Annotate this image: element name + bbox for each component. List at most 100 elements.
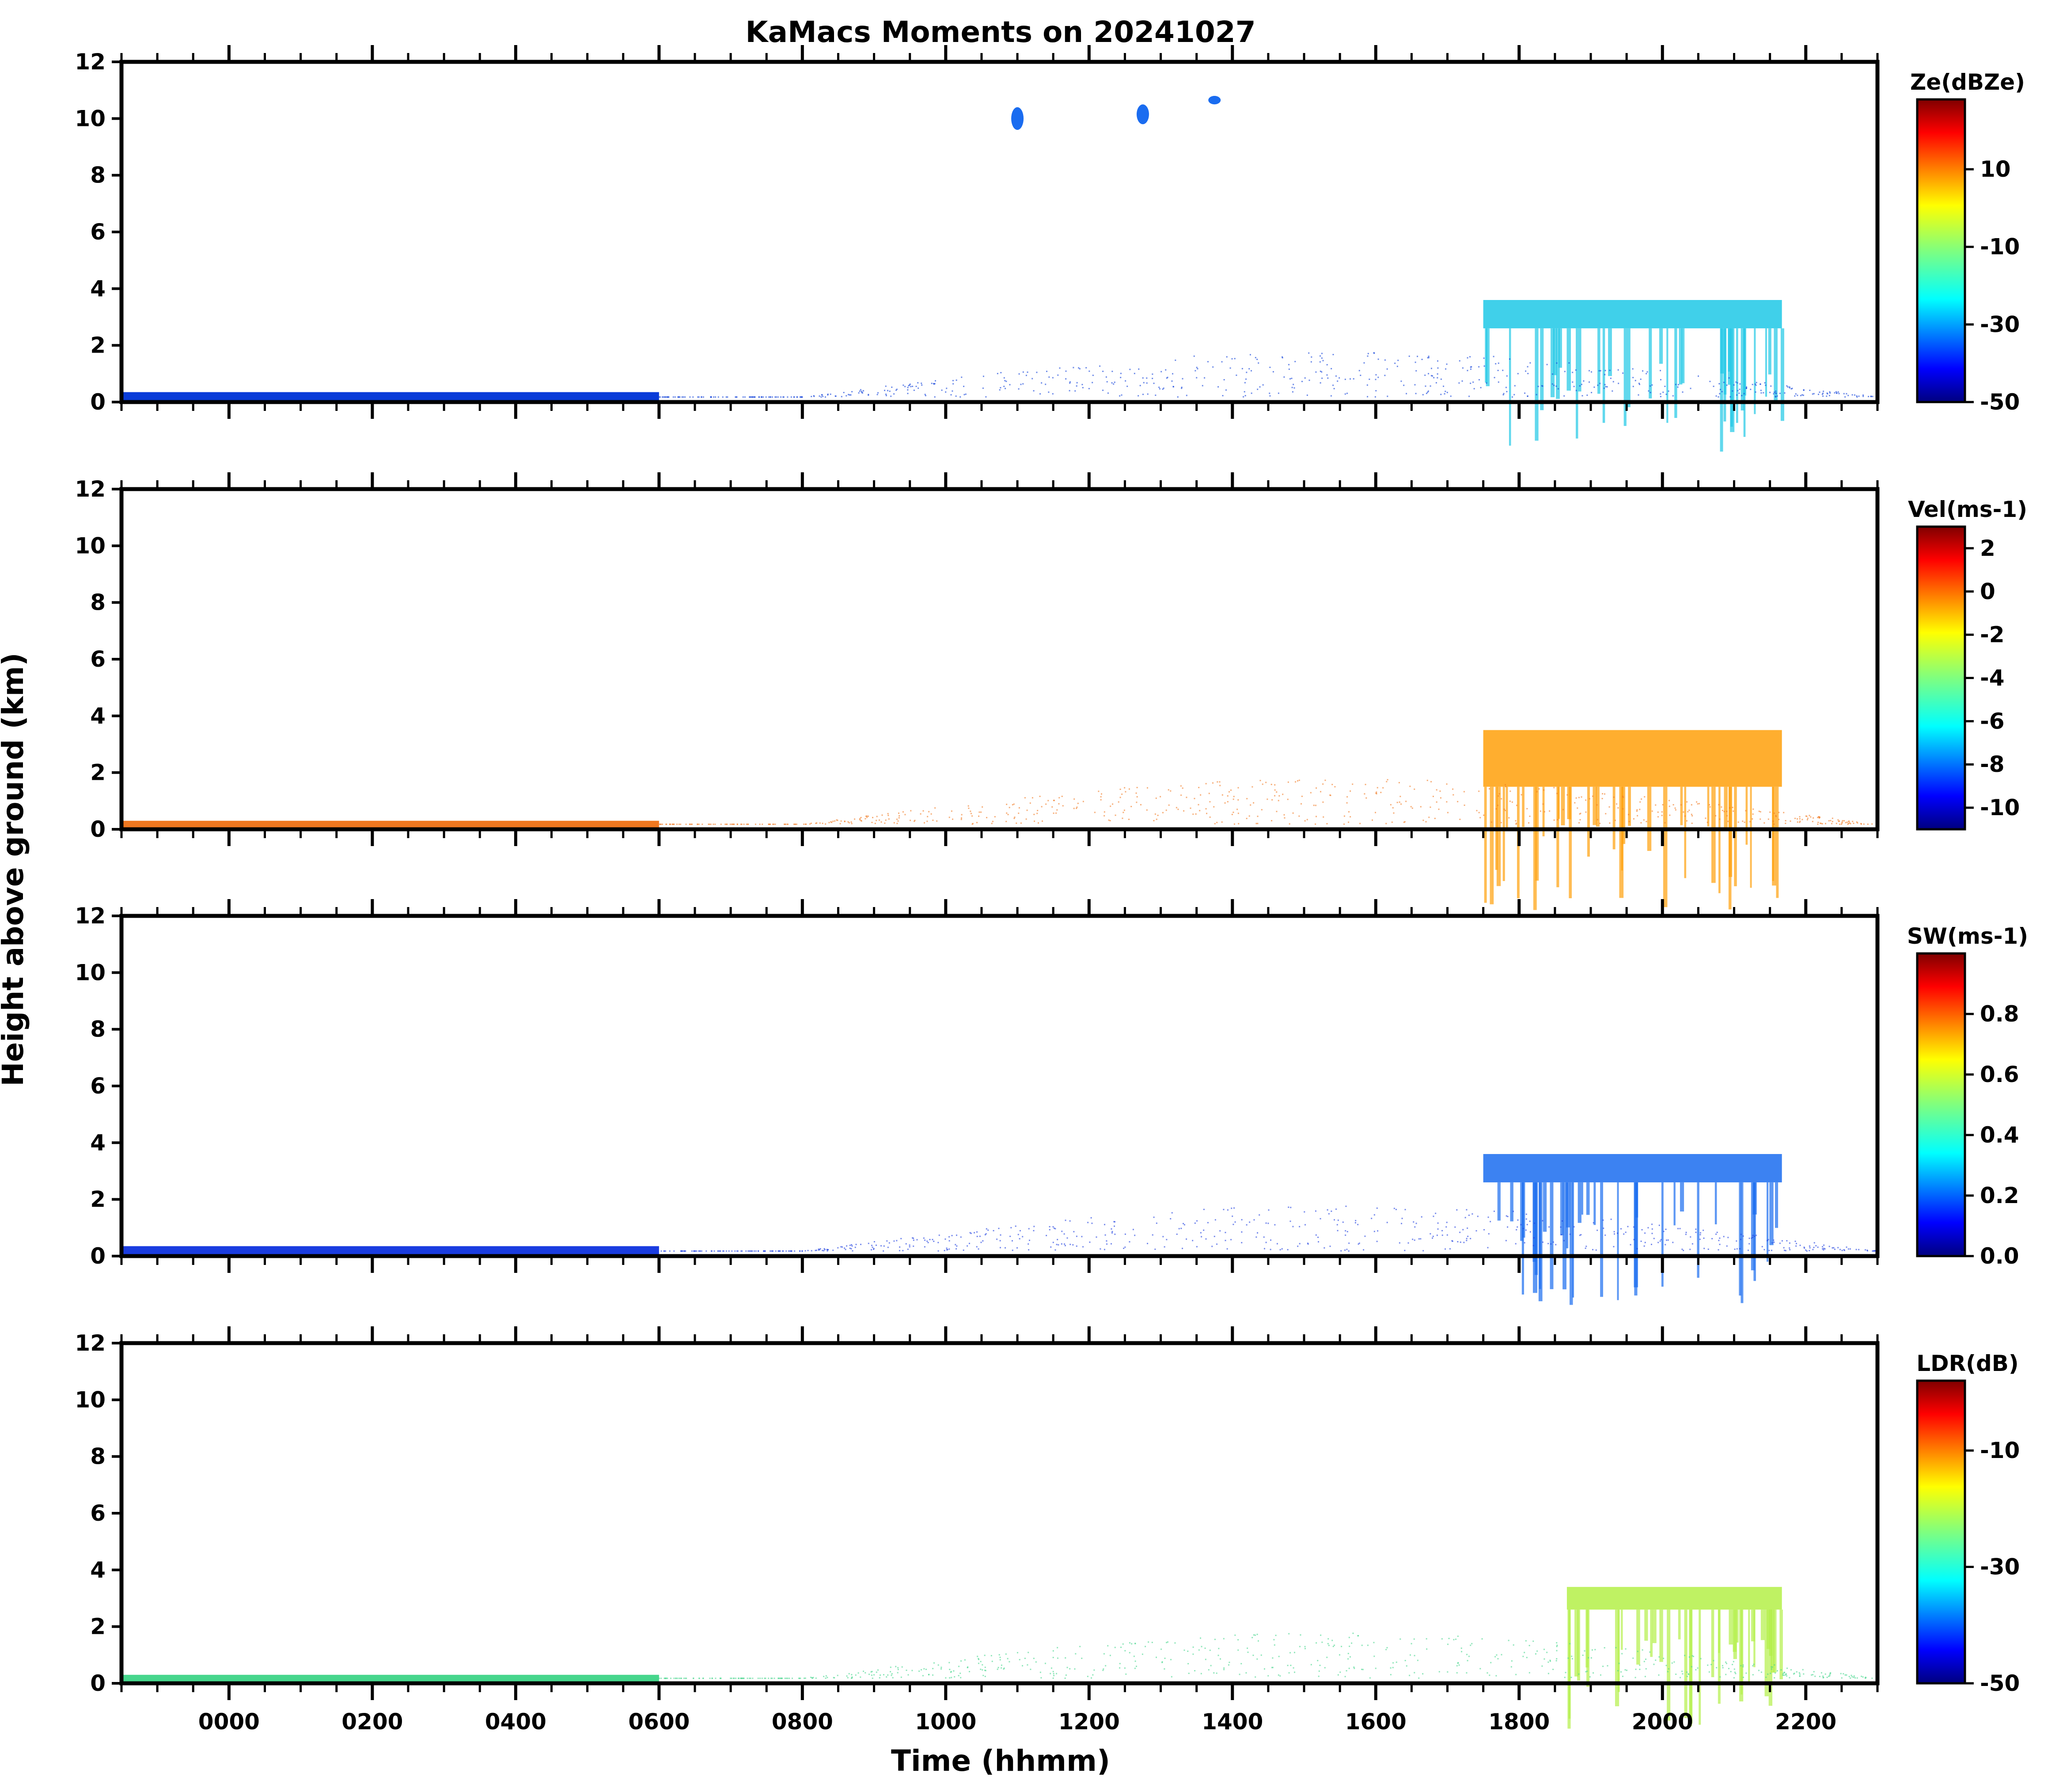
echo-speck [1699, 1238, 1701, 1240]
echo-speck [809, 823, 811, 825]
echo-speck [1287, 1665, 1289, 1667]
y-tick-label: 12 [75, 476, 106, 502]
echo-speck [1727, 1237, 1729, 1238]
echo-speck [934, 807, 936, 809]
echo-speck [665, 1250, 667, 1252]
echo-speck [1200, 1673, 1202, 1674]
echo-speck [949, 1677, 951, 1679]
echo-speck [1014, 816, 1016, 818]
echo-speck [1872, 395, 1873, 397]
echo-speck [1201, 1646, 1202, 1648]
fall-streak [1510, 1182, 1513, 1222]
echo-speck [1298, 815, 1300, 817]
echo-speck [1321, 357, 1323, 359]
echo-speck [640, 1678, 641, 1679]
echo-speck [574, 1250, 576, 1252]
echo-speck [1119, 788, 1121, 790]
echo-speck [1140, 804, 1141, 805]
echo-speck [740, 824, 742, 825]
echo-speck [855, 1244, 857, 1245]
echo-speck [787, 396, 789, 398]
echo-speck [702, 1678, 704, 1679]
echo-speck [1775, 1672, 1776, 1674]
echo-speck [1221, 821, 1223, 823]
echo-speck [1468, 1215, 1470, 1216]
echo-speck [1217, 1655, 1219, 1656]
echo-speck [1241, 1231, 1243, 1233]
echo-speck [1076, 806, 1078, 808]
echo-speck [1536, 1650, 1538, 1652]
echo-speck [1387, 395, 1388, 397]
echo-speck [525, 824, 527, 825]
echo-speck [1118, 801, 1119, 803]
echo-speck [1344, 1676, 1346, 1678]
echo-speck [885, 393, 887, 395]
echo-speck [787, 824, 789, 825]
echo-speck [819, 395, 820, 397]
echo-speck [866, 816, 868, 818]
echo-speck [1164, 1668, 1165, 1670]
echo-speck [627, 824, 629, 825]
echo-speck [1817, 1246, 1819, 1248]
fall-streak [1718, 786, 1721, 893]
echo-speck [1723, 382, 1725, 383]
x-tick-label: 2200 [1775, 1709, 1836, 1735]
echo-speck [1628, 821, 1630, 823]
fall-streak [1644, 1610, 1648, 1641]
echo-speck [1069, 1668, 1071, 1670]
echo-speck [1377, 1230, 1379, 1232]
echo-speck [1282, 357, 1283, 359]
echo-speck [1447, 812, 1449, 813]
echo-speck [1269, 392, 1270, 394]
echo-speck [786, 824, 788, 825]
echo-speck [1480, 387, 1482, 388]
echo-speck [982, 1664, 983, 1666]
echo-speck [958, 1675, 959, 1677]
echo-speck [775, 396, 777, 398]
echo-speck [1353, 1666, 1355, 1668]
echo-speck [1575, 390, 1577, 391]
echo-speck [1835, 823, 1837, 824]
echo-speck [1056, 809, 1058, 811]
echo-speck [1211, 1245, 1213, 1247]
echo-speck [1823, 1244, 1825, 1246]
echo-speck [1445, 1248, 1446, 1250]
echo-speck [1789, 386, 1790, 388]
radar-echoes [122, 730, 1879, 910]
echo-speck [1326, 374, 1328, 376]
echo-speck [1829, 1675, 1831, 1677]
echo-speck [624, 824, 626, 825]
echo-speck [1424, 374, 1426, 376]
echo-speck [740, 1250, 742, 1252]
x-tick-label: 0000 [198, 1709, 260, 1735]
figure-title: KaMacs Moments on 20241027 [745, 15, 1255, 49]
echo-speck [1571, 1658, 1573, 1659]
echo-speck [1349, 1645, 1350, 1647]
fall-streak [1680, 786, 1683, 825]
echo-speck [1339, 1671, 1341, 1673]
echo-speck [1469, 356, 1471, 358]
echo-speck [1660, 1239, 1662, 1241]
echo-speck [1108, 819, 1110, 821]
echo-speck [1251, 786, 1253, 788]
echo-speck [844, 1247, 846, 1249]
cirrus-echo [1136, 104, 1149, 125]
echo-speck [762, 396, 764, 398]
echo-speck [1415, 370, 1417, 372]
echo-speck [1796, 1243, 1798, 1245]
echo-speck [1295, 781, 1297, 783]
echo-speck [1347, 1658, 1349, 1660]
echo-speck [1607, 1665, 1608, 1667]
echo-speck [1852, 820, 1854, 822]
echo-speck [1661, 815, 1663, 816]
echo-speck [1732, 1663, 1733, 1665]
echo-speck [1041, 382, 1043, 384]
echo-speck [1056, 1673, 1058, 1674]
echo-speck [595, 824, 597, 825]
x-axis-label: Time (hhmm) [891, 1744, 1110, 1778]
echo-speck [914, 820, 916, 821]
echo-speck [1350, 816, 1351, 818]
echo-speck [932, 1239, 933, 1241]
echo-speck [1772, 820, 1774, 822]
echo-speck [1186, 797, 1187, 798]
